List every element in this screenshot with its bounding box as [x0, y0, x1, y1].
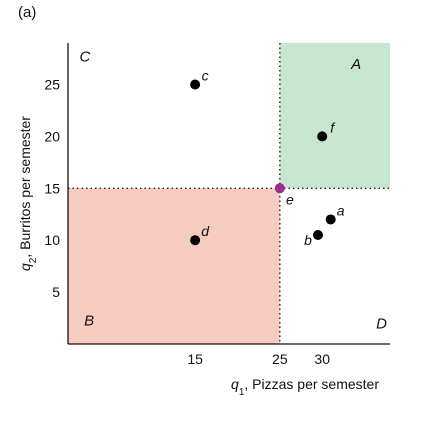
axes: [67, 43, 390, 345]
tick-labels: 15 25 30 5 10 15 20 25: [44, 77, 330, 367]
y-tick-label: 15: [44, 180, 60, 196]
x-tick-label: 15: [187, 351, 203, 367]
region-B-fill: [68, 188, 280, 344]
region-label-D: D: [376, 315, 387, 332]
point-f: [317, 131, 328, 142]
point-b: [312, 230, 323, 241]
point-e: [274, 183, 285, 194]
region-label-C: C: [80, 49, 91, 66]
reference-lines: [68, 43, 390, 344]
y-tick-label: 5: [52, 284, 60, 300]
x-axis-title: q1, Pizzas per semester: [231, 376, 379, 398]
point-label-c: c: [202, 68, 209, 84]
axis-titles: q1, Pizzas per semester q2, Burritos per …: [17, 116, 379, 398]
x-tick-label: 25: [272, 351, 288, 367]
point-label-d: d: [201, 223, 210, 239]
panel-label: (a): [18, 4, 37, 21]
x-tick-label: 30: [314, 351, 330, 367]
region-label-A: A: [350, 56, 361, 73]
point-c: [190, 79, 201, 90]
point-a: [325, 214, 336, 225]
data-points: a b c d f e: [190, 68, 345, 248]
y-axis-title: q2, Burritos per semester: [17, 116, 39, 271]
y-tick-label: 25: [44, 77, 60, 93]
point-label-b: b: [304, 232, 312, 248]
region-fills: [68, 43, 390, 344]
point-label-f: f: [330, 119, 336, 135]
region-labels: A B C D: [80, 49, 388, 333]
y-tick-label: 10: [44, 232, 60, 248]
region-label-B: B: [84, 312, 94, 329]
point-label-e: e: [286, 191, 294, 207]
point-d: [190, 235, 201, 246]
region-A-fill: [279, 43, 390, 189]
y-tick-label: 20: [44, 128, 60, 144]
point-label-a: a: [337, 202, 345, 218]
